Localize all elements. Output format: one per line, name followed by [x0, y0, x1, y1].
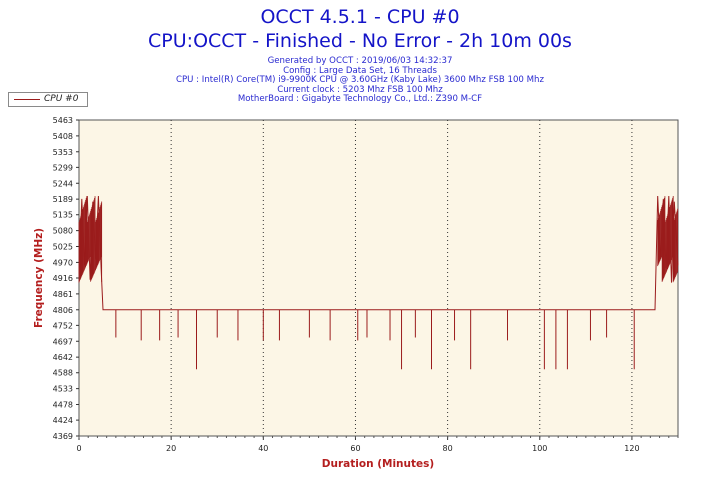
y-tick-label: 5135 — [53, 211, 73, 220]
y-axis: 4369 4424 4478 4533 4588 4642 4697 4752 4806 4861… — [53, 116, 79, 441]
y-tick-label: 5299 — [53, 163, 73, 172]
y-tick-label: 4642 — [53, 353, 73, 362]
y-tick-label: 5408 — [53, 132, 73, 141]
y-tick-label: 4806 — [53, 306, 73, 315]
y-tick-label: 5353 — [53, 148, 73, 157]
chart-title: OCCT 4.5.1 - CPU #0 — [260, 6, 460, 28]
y-tick-label: 4424 — [53, 416, 73, 425]
info-generated: Generated by OCCT : 2019/06/03 14:32:37 — [267, 56, 453, 66]
x-axis-title: Duration (Minutes) — [322, 458, 434, 470]
x-tick-label: 40 — [258, 444, 268, 453]
info-block: Generated by OCCT : 2019/06/03 14:32:37 … — [0, 56, 720, 105]
plot-area — [78, 119, 679, 437]
x-tick-label: 0 — [76, 444, 81, 453]
x-tick-label: 60 — [350, 444, 360, 453]
legend-label: CPU #0 — [44, 94, 79, 104]
y-axis-title: Frequency (MHz) — [33, 228, 45, 328]
chart-legend: CPU #0 — [8, 92, 88, 107]
y-tick-label: 5463 — [53, 116, 73, 125]
y-tick-label: 5025 — [53, 243, 73, 252]
y-tick-label: 4533 — [53, 385, 73, 394]
y-tick-label: 5189 — [53, 195, 73, 204]
y-tick-label: 4861 — [53, 290, 73, 299]
y-tick-label: 4369 — [53, 432, 73, 441]
grid-lines — [170, 120, 633, 436]
y-tick-label: 5244 — [53, 179, 73, 188]
x-tick-label: 80 — [443, 444, 453, 453]
x-tick-label: 20 — [166, 444, 176, 453]
chart-subtitle: CPU:OCCT - Finished - No Error - 2h 10m … — [148, 30, 572, 52]
y-tick-label: 4588 — [53, 369, 73, 378]
info-cpu: CPU : Intel(R) Core(TM) i9-9900K CPU @ 3… — [175, 75, 545, 86]
info-motherboard: MotherBoard : Gigabyte Technology Co., L… — [237, 94, 483, 105]
y-tick-label: 4752 — [53, 321, 73, 330]
x-tick-label: 100 — [532, 444, 547, 453]
series-spikes — [78, 196, 679, 370]
y-tick-label: 4697 — [53, 337, 73, 346]
y-tick-label: 5080 — [53, 227, 73, 236]
info-config: Config : Large Data Set, 16 Threads — [283, 65, 437, 76]
y-tick-label: 4478 — [53, 401, 73, 410]
info-clock: Current clock : 5203 Mhz FSB 100 Mhz — [277, 84, 443, 95]
x-tick-label: 120 — [624, 444, 639, 453]
legend-swatch — [14, 99, 40, 100]
series-line-cpu0 — [78, 195, 679, 311]
x-axis: 0 20 40 60 80 100 120 — [76, 436, 679, 453]
y-tick-label: 4916 — [53, 274, 73, 283]
y-tick-label: 4970 — [53, 258, 73, 267]
